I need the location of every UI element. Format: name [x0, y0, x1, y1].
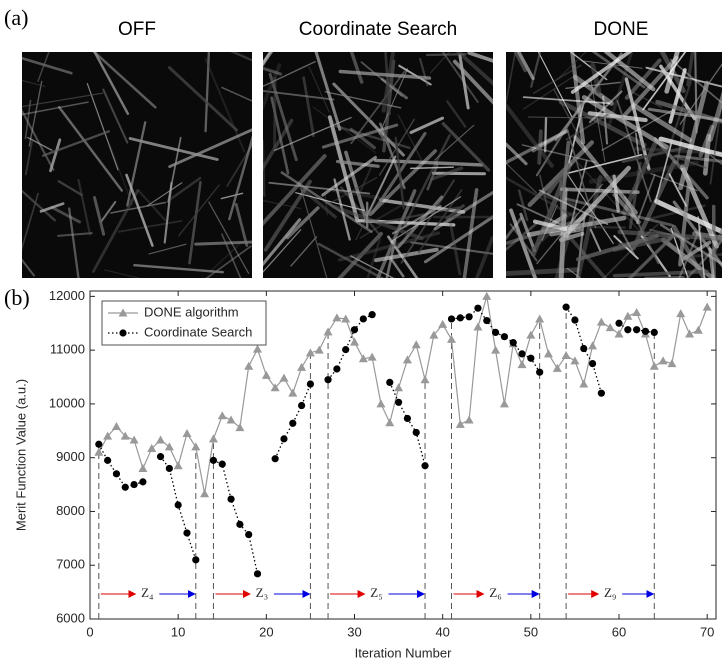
panel-label: (b): [4, 285, 30, 310]
fiber: [646, 278, 683, 279]
data-point: [157, 453, 164, 460]
legend-marker: [119, 329, 126, 336]
data-point: [307, 380, 314, 387]
data-point: [360, 315, 367, 322]
data-point: [483, 317, 490, 324]
y-tick-label: 8000: [56, 503, 85, 518]
annotation: Z₆: [489, 585, 501, 600]
data-point: [457, 314, 464, 321]
annotation: Z₉: [604, 585, 616, 600]
y-tick-label: 9000: [56, 449, 85, 464]
data-point: [518, 350, 525, 357]
data-point: [183, 529, 190, 536]
data-point: [272, 455, 279, 462]
data-point: [130, 481, 137, 488]
data-point: [227, 495, 234, 502]
micrograph: [226, 9, 523, 318]
y-tick-label: 12000: [49, 288, 85, 303]
x-tick-label: 0: [86, 624, 93, 639]
chart: 0 10 20 30 40 50 60 70 6000 7000 8000 9000 10000 1100…: [13, 288, 716, 661]
image-title: OFF: [118, 19, 156, 40]
data-point: [369, 311, 376, 318]
micrograph: [0, 26, 274, 305]
x-axis-title: Iteration Number: [355, 645, 452, 660]
fiber: [275, 78, 276, 146]
annotation: Z₃: [256, 585, 268, 600]
x-tick-label: 60: [612, 624, 626, 639]
annotation: Z₄: [141, 585, 154, 600]
data-point: [474, 305, 481, 312]
legend: DONE algorithm Coordinate Search: [102, 301, 266, 345]
data-point: [510, 339, 517, 346]
annotation: Z₅: [370, 585, 382, 600]
data-point: [245, 531, 252, 538]
x-tick-label: 30: [347, 624, 361, 639]
data-point: [404, 415, 411, 422]
data-point: [589, 360, 596, 367]
data-point: [413, 429, 420, 436]
data-point: [492, 329, 499, 336]
data-point: [633, 326, 640, 333]
x-tick-label: 40: [435, 624, 449, 639]
data-point: [421, 462, 428, 469]
micrograph: [476, 14, 722, 326]
data-point: [210, 457, 217, 464]
data-point: [280, 435, 287, 442]
data-point: [324, 376, 331, 383]
y-tick-label: 10000: [49, 395, 85, 410]
data-point: [298, 402, 305, 409]
data-point: [386, 379, 393, 386]
data-point: [289, 420, 296, 427]
fiber: [545, 118, 546, 151]
data-point: [642, 328, 649, 335]
data-point: [166, 465, 173, 472]
image-row: OFF Coordinate Search DONE: [0, 9, 722, 326]
data-point: [219, 461, 226, 468]
data-point: [113, 470, 120, 477]
legend-label: Coordinate Search: [144, 324, 252, 339]
panel-label: (a): [4, 5, 28, 30]
data-point: [598, 390, 605, 397]
data-point: [104, 457, 111, 464]
data-point: [536, 369, 543, 376]
y-tick-label: 7000: [56, 557, 85, 572]
data-point: [333, 365, 340, 372]
data-point: [501, 333, 508, 340]
y-tick-label: 6000: [56, 610, 85, 625]
data-point: [448, 315, 455, 322]
data-point: [395, 399, 402, 406]
data-point: [342, 346, 349, 353]
data-point: [139, 478, 146, 485]
x-tick-label: 50: [524, 624, 538, 639]
x-tick-label: 10: [171, 624, 185, 639]
data-point: [95, 441, 102, 448]
data-point: [192, 556, 199, 563]
data-point: [580, 345, 587, 352]
x-tick-label: 20: [259, 624, 273, 639]
legend-label: DONE algorithm: [144, 304, 239, 319]
figure: (a) (b) OFF Coordinate Search DONE 0 10 20 30…: [0, 0, 722, 664]
data-point: [236, 521, 243, 528]
x-tick-label: 70: [700, 624, 714, 639]
data-point: [615, 320, 622, 327]
data-point: [122, 484, 129, 491]
y-axis-title: Merit Function Value (a.u.): [13, 379, 28, 531]
data-point: [527, 355, 534, 362]
data-point: [351, 326, 358, 333]
data-point: [466, 313, 473, 320]
data-point: [175, 501, 182, 508]
data-point: [624, 326, 631, 333]
y-tick-label: 11000: [50, 342, 85, 357]
data-point: [571, 316, 578, 323]
data-point: [254, 570, 261, 577]
image-title: DONE: [594, 19, 649, 40]
data-point: [563, 304, 570, 311]
image-title: Coordinate Search: [299, 19, 457, 40]
data-point: [651, 329, 658, 336]
